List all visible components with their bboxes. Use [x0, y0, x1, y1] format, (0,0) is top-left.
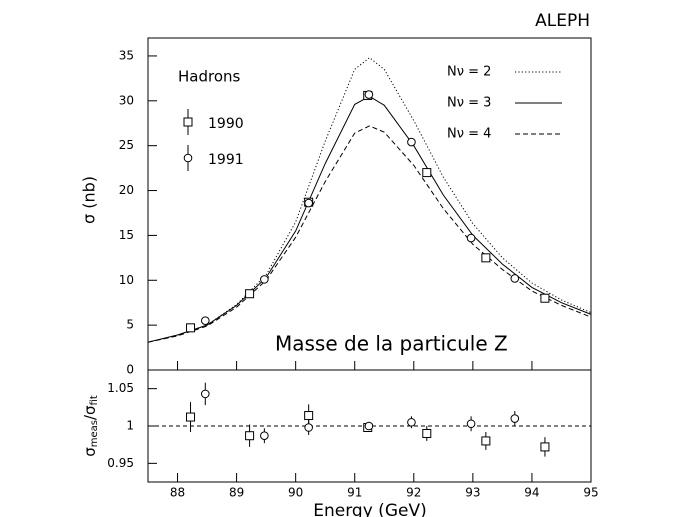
lower-y-axis-label: σmeas/σfit — [81, 395, 101, 457]
y-tick-label: 0.95 — [107, 456, 134, 470]
chart-title: ALEPH — [535, 11, 590, 31]
curve — [147, 57, 592, 343]
legend-label: 1991 — [208, 152, 244, 168]
curve — [147, 95, 592, 343]
y-tick-label: 30 — [119, 93, 134, 107]
marker — [183, 153, 193, 163]
marker — [466, 233, 476, 243]
y-tick-label: 25 — [119, 138, 134, 152]
legend-label: Nν = 3 — [447, 96, 491, 111]
marker — [304, 411, 314, 421]
marker — [510, 274, 520, 283]
legend-label: Nν = 4 — [447, 127, 491, 142]
marker — [407, 417, 416, 427]
legend-title: Hadrons — [178, 68, 241, 86]
label-part: fit — [89, 395, 100, 405]
label-part: /σ — [81, 405, 99, 420]
marker — [304, 198, 313, 208]
y-tick-label: 0 — [126, 363, 134, 377]
x-tick-label: 88 — [170, 486, 185, 500]
y-axis-label: σ (nb) — [80, 176, 99, 224]
marker — [245, 289, 255, 299]
marker — [364, 90, 374, 99]
annotation: Masse de la particule Z — [275, 332, 508, 356]
marker — [304, 423, 313, 432]
legend-label: 1990 — [208, 116, 244, 132]
marker — [260, 275, 269, 284]
marker — [481, 436, 491, 446]
marker — [510, 414, 520, 423]
x-tick-label: 95 — [583, 486, 598, 500]
marker — [364, 421, 374, 431]
marker — [540, 442, 550, 452]
label-part: meas — [89, 420, 100, 447]
y-tick-label: 20 — [119, 183, 134, 197]
x-tick-label: 90 — [288, 486, 303, 500]
marker — [422, 168, 432, 178]
marker — [186, 412, 196, 422]
label-part: σ — [81, 447, 99, 457]
x-tick-label: 91 — [347, 486, 362, 500]
marker — [260, 431, 269, 441]
marker — [183, 117, 193, 127]
legend-label: Nν = 2 — [447, 65, 491, 80]
curve — [147, 125, 592, 343]
y-tick-label: 15 — [119, 228, 134, 242]
x-tick-label: 89 — [229, 486, 244, 500]
y-tick-label: 35 — [119, 48, 134, 62]
marker — [245, 431, 255, 441]
marker — [422, 428, 432, 438]
y-tick-label: 1 — [126, 419, 134, 433]
marker — [540, 293, 550, 303]
marker — [466, 419, 476, 429]
x-tick-label: 92 — [406, 486, 421, 500]
marker — [407, 137, 416, 147]
x-axis-label: Energy (GeV) — [313, 501, 426, 517]
marker — [481, 253, 491, 263]
y-tick-label: 1.05 — [107, 381, 134, 395]
y-tick-label: 10 — [119, 273, 134, 287]
marker — [200, 316, 210, 325]
x-tick-label: 93 — [465, 486, 480, 500]
x-tick-label: 94 — [524, 486, 539, 500]
marker — [200, 389, 210, 399]
y-tick-label: 5 — [126, 318, 134, 332]
marker — [186, 323, 196, 333]
